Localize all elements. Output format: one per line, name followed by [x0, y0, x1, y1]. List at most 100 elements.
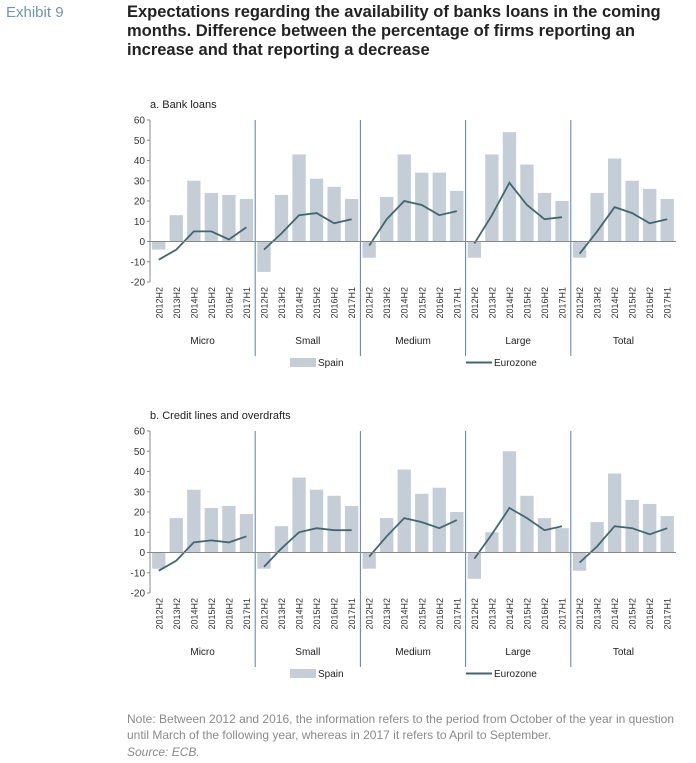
- spain-bar: [450, 190, 464, 242]
- panel-title: a. Bank loans: [150, 99, 217, 111]
- period-label: 2012H2: [575, 598, 585, 630]
- y-tick-label: -20: [131, 589, 146, 600]
- group-label: Small: [295, 336, 320, 347]
- group-label: Large: [505, 336, 531, 347]
- spain-bar: [239, 514, 254, 553]
- spain-bar: [204, 507, 219, 553]
- bank-loans-chart: a. Bank loans 60 50 40 30 20 10 0 -10 -20 2012H2 20…: [131, 99, 676, 369]
- spain-bar: [187, 489, 201, 553]
- period-label: 2014H2: [400, 598, 410, 630]
- y-tick-label: 0: [139, 548, 145, 559]
- spain-bar: [239, 198, 254, 242]
- spain-bar: [520, 164, 534, 242]
- period-label: 2013H2: [593, 598, 603, 630]
- period-label: 2013H2: [593, 287, 603, 319]
- period-label: 2012H2: [154, 598, 164, 630]
- spain-bar: [607, 473, 622, 553]
- eurozone-line: [158, 226, 247, 261]
- period-label: 2014H2: [189, 287, 199, 319]
- y-tick-label: 30: [134, 487, 146, 498]
- group-label: Total: [613, 647, 634, 658]
- y-tick-label: -10: [131, 568, 146, 579]
- period-label: 2017H1: [452, 287, 462, 319]
- period-label: 2017H1: [347, 598, 357, 630]
- spain-bar: [169, 518, 183, 553]
- eurozone-line: [263, 527, 352, 568]
- spain-bar: [187, 180, 201, 242]
- spain-bar: [397, 469, 411, 553]
- spain-bar: [415, 493, 429, 553]
- period-label: 2015H2: [312, 287, 322, 319]
- spain-bar: [555, 201, 569, 242]
- spain-bar: [327, 495, 341, 553]
- y-tick-label: 60: [134, 116, 146, 127]
- period-label: 2016H2: [224, 598, 234, 630]
- spain-bar: [327, 186, 341, 242]
- panel-title: b. Credit lines and overdrafts: [150, 410, 291, 422]
- group-label: Medium: [395, 647, 431, 658]
- period-label: 2017H1: [242, 287, 252, 319]
- y-tick-label: 0: [139, 237, 145, 248]
- period-label: 2016H2: [435, 287, 445, 319]
- period-label: 2016H2: [645, 287, 655, 319]
- period-label: 2012H2: [259, 287, 269, 319]
- period-label: 2014H2: [610, 598, 620, 630]
- note-text: Note: Between 2012 and 2016, the informa…: [127, 712, 674, 742]
- credit-lines-chart: b. Credit lines and overdrafts 60 50 40 30 20…: [131, 410, 676, 680]
- period-label: 2015H2: [628, 287, 638, 319]
- spain-bar: [152, 552, 166, 569]
- spain-bar: [344, 505, 359, 553]
- y-tick-label: 60: [134, 427, 146, 438]
- period-label: 2013H2: [382, 598, 392, 630]
- legend-eurozone-label: Eurozone: [494, 358, 537, 369]
- legend-spain-label: Spain: [318, 358, 344, 369]
- period-label: 2017H1: [558, 287, 568, 319]
- spain-bar: [502, 132, 517, 242]
- spain-bar: [520, 495, 534, 553]
- spain-bar: [643, 503, 657, 553]
- eurozone-line: [263, 212, 352, 251]
- period-label: 2014H2: [400, 287, 410, 319]
- eurozone-line: [473, 506, 563, 560]
- spain-bar: [362, 552, 376, 569]
- spain-bar: [222, 194, 236, 242]
- eurozone-line: [473, 181, 563, 244]
- group-label: Large: [505, 647, 531, 658]
- period-label: 2012H2: [470, 287, 480, 319]
- period-label: 2013H2: [172, 598, 182, 630]
- period-label: 2015H2: [417, 287, 427, 319]
- legend-spain-swatch: [290, 358, 316, 367]
- group-label: Micro: [190, 647, 215, 658]
- y-tick-label: -10: [131, 257, 146, 268]
- spain-bar: [467, 241, 482, 258]
- period-label: 2016H2: [330, 287, 340, 319]
- eurozone-line: [578, 206, 668, 255]
- spain-bar: [450, 512, 464, 553]
- period-label: 2012H2: [259, 598, 269, 630]
- y-tick-label: 10: [134, 217, 146, 228]
- period-label: 2014H2: [610, 287, 620, 319]
- y-tick-label: 50: [134, 447, 146, 458]
- source-text: Source: ECB.: [127, 745, 200, 759]
- spain-bar: [415, 172, 429, 242]
- spain-bar: [485, 532, 499, 553]
- spain-bar: [397, 154, 411, 242]
- spain-bar: [169, 215, 183, 242]
- period-label: 2015H2: [628, 598, 638, 630]
- y-tick-label: -20: [131, 278, 146, 289]
- exhibit-label: Exhibit 9: [6, 4, 64, 21]
- spain-bar: [625, 180, 639, 242]
- period-label: 2014H2: [295, 598, 305, 630]
- period-label: 2013H2: [277, 598, 287, 630]
- period-label: 2016H2: [645, 598, 655, 630]
- period-label: 2012H2: [575, 287, 585, 319]
- spain-bar: [555, 528, 569, 553]
- period-label: 2013H2: [487, 287, 497, 319]
- group-label: Small: [295, 647, 320, 658]
- spain-bar: [467, 552, 482, 579]
- period-label: 2017H1: [663, 287, 673, 319]
- period-label: 2015H2: [417, 598, 427, 630]
- period-label: 2016H2: [330, 598, 340, 630]
- spain-bar: [257, 241, 271, 272]
- eurozone-line: [578, 525, 668, 564]
